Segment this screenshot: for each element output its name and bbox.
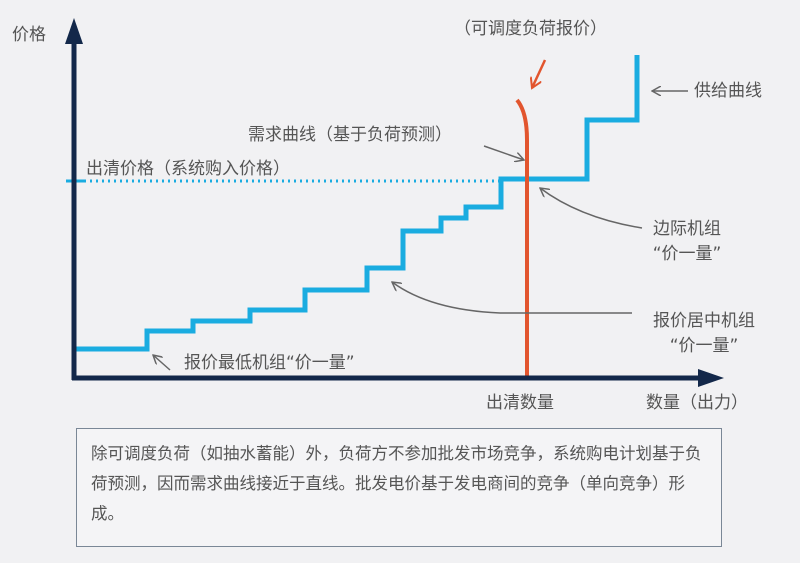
dispatchable-arrow: [532, 59, 547, 88]
dispatchable-bid-label: （可调度负荷报价）: [454, 19, 607, 39]
demand-curve: [515, 98, 529, 380]
lowest-unit-arrow: [153, 355, 171, 371]
marginal-unit-line2: “价一量”: [652, 244, 722, 264]
mid-unit-line2: “价一量”: [669, 336, 739, 356]
x-axis-label: 数量（出力）: [646, 393, 748, 413]
clearing-price-label: 出清价格（系统购入价格）: [86, 159, 290, 179]
lowest-unit-label: 报价最低机组“价一量”: [184, 353, 355, 373]
demand-curve-label: 需求曲线（基于负荷预测）: [248, 125, 452, 145]
x-axis-arrowhead: [698, 369, 724, 387]
mid-unit-label: 报价居中机组 “价一量”: [636, 306, 772, 356]
clearing-quantity-label: 出清数量: [486, 393, 554, 413]
marginal-unit-label: 边际机组 “价一量”: [642, 214, 732, 264]
y-axis-arrowhead: [65, 18, 83, 44]
supply-curve: [76, 55, 640, 352]
supply-curve-label: 供给曲线: [694, 81, 762, 101]
marginal-unit-line1: 边际机组: [653, 219, 721, 239]
explanation-note: 除可调度负荷（如抽水蓄能）外，负荷方不参加批发市场竞争，系统购电计划基于负荷预测…: [76, 428, 722, 547]
y-axis-label: 价格: [12, 25, 46, 45]
marginal-unit-arrow: [540, 188, 643, 229]
mid-unit-line1: 报价居中机组: [653, 311, 755, 331]
mid-unit-arrow: [392, 282, 632, 314]
demand-arrow: [483, 145, 524, 160]
